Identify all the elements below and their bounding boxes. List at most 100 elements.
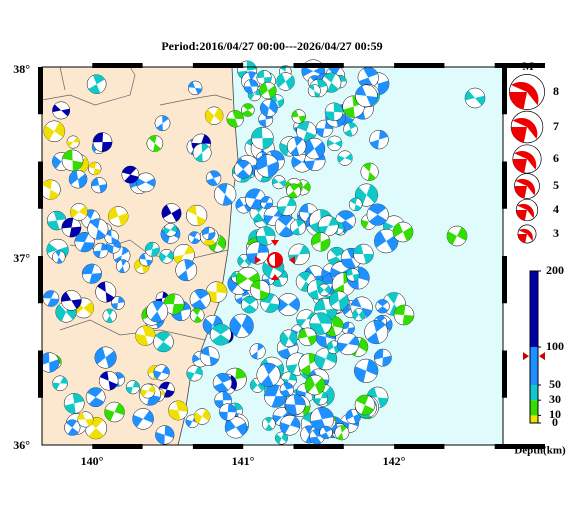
ball-fill — [337, 335, 360, 353]
ball-fill — [329, 291, 349, 310]
frame-bar — [494, 63, 545, 68]
ball-fill — [61, 291, 82, 309]
ball-fill — [318, 216, 339, 235]
ball-fill — [324, 72, 339, 93]
ball-fill — [237, 60, 257, 81]
ball-fill — [353, 244, 374, 264]
lat-label: 36° — [13, 438, 30, 452]
ball-fill — [296, 311, 316, 328]
main-event — [255, 240, 295, 280]
ball-fill — [327, 139, 343, 148]
ball-fill — [345, 409, 361, 424]
ball-fill — [135, 325, 156, 346]
ball-fill — [363, 163, 376, 181]
ball-fill — [447, 227, 467, 245]
ball-fill — [64, 393, 84, 414]
ball-fill — [275, 432, 288, 444]
frame-bar — [293, 63, 344, 68]
lon-label: 141° — [232, 454, 255, 468]
ball-fill — [136, 177, 156, 187]
depth-tick-label: 200 — [546, 263, 564, 277]
ball-fill — [217, 183, 233, 206]
ball-fill — [260, 99, 278, 117]
ball-fill — [139, 253, 153, 266]
ball-fill — [52, 376, 68, 390]
legend-title: M — [522, 59, 533, 73]
ball-fill — [243, 79, 259, 94]
ball-fill — [292, 219, 305, 236]
ball-fill — [88, 74, 105, 94]
ball-fill — [108, 206, 129, 226]
ball-fill — [195, 143, 210, 162]
frame-bar — [502, 67, 507, 115]
ball-fill — [62, 149, 83, 171]
ball-fill — [194, 409, 211, 424]
frame-ticks — [38, 63, 545, 449]
ball-fill — [314, 348, 337, 370]
ball-fill — [242, 103, 254, 117]
ball-fill — [264, 417, 273, 431]
depth-tick-label: 10 — [549, 407, 561, 421]
ball-fill — [105, 229, 118, 244]
ball-fill — [188, 81, 203, 95]
ball-fill — [206, 281, 227, 303]
ball-fill — [272, 410, 292, 424]
legend-label: 6 — [553, 151, 559, 165]
ball-fill — [168, 400, 188, 421]
ball-fill — [341, 321, 355, 335]
legend-label: 5 — [553, 178, 559, 192]
ball-fill — [260, 196, 274, 210]
ball-fill — [277, 297, 300, 312]
legend-ball-fill — [509, 82, 539, 110]
ball-fill — [256, 154, 279, 178]
ball-fill — [351, 297, 373, 318]
ball-fill — [43, 290, 59, 307]
ball-fill — [202, 315, 223, 335]
ball-fill — [82, 263, 102, 284]
ball-fill — [87, 387, 105, 407]
ball-fill — [70, 205, 88, 218]
ball-fill — [355, 85, 378, 106]
legend-label: 7 — [553, 119, 559, 133]
legend-ball-fill — [517, 228, 533, 244]
ball-fill — [270, 94, 284, 108]
ball-fill — [337, 425, 347, 441]
ball-fill — [155, 331, 172, 352]
ball-fill — [325, 102, 344, 121]
ball-fill — [211, 323, 230, 346]
lon-label: 142° — [383, 454, 406, 468]
depth-band — [530, 271, 538, 347]
ball-fill — [269, 268, 288, 287]
depth-marker — [523, 352, 545, 361]
frame-bar — [293, 444, 344, 449]
ball-fill — [93, 243, 109, 258]
ball-fill — [309, 84, 320, 97]
ball-fill — [52, 104, 70, 117]
ball-fill — [161, 204, 182, 222]
ball-fill — [88, 162, 101, 175]
ball-fill — [132, 410, 154, 428]
ball-fill — [235, 198, 252, 213]
ball-fill — [104, 402, 125, 422]
legend-ball-fill — [511, 118, 538, 143]
ball-fill — [259, 82, 277, 99]
ball-fill — [118, 259, 127, 273]
boundaries — [41, 66, 233, 341]
ball-fill — [114, 247, 130, 264]
lat-label: 38° — [13, 62, 30, 76]
ball-fill — [47, 211, 66, 230]
depth-band — [530, 385, 538, 401]
ball-fill — [134, 258, 150, 274]
ball-fill — [213, 373, 232, 393]
ball-fill — [236, 272, 260, 286]
ball-fill — [277, 197, 297, 215]
ball-fill — [97, 281, 115, 303]
ball-fill — [229, 315, 254, 337]
frame-bar — [38, 161, 43, 209]
ball-fill — [55, 250, 63, 264]
legend-ball-fill — [514, 178, 536, 199]
ball-fill — [256, 70, 272, 85]
ball-fill — [192, 308, 202, 323]
legend-label: 3 — [553, 226, 559, 240]
ball-fill — [251, 280, 270, 300]
